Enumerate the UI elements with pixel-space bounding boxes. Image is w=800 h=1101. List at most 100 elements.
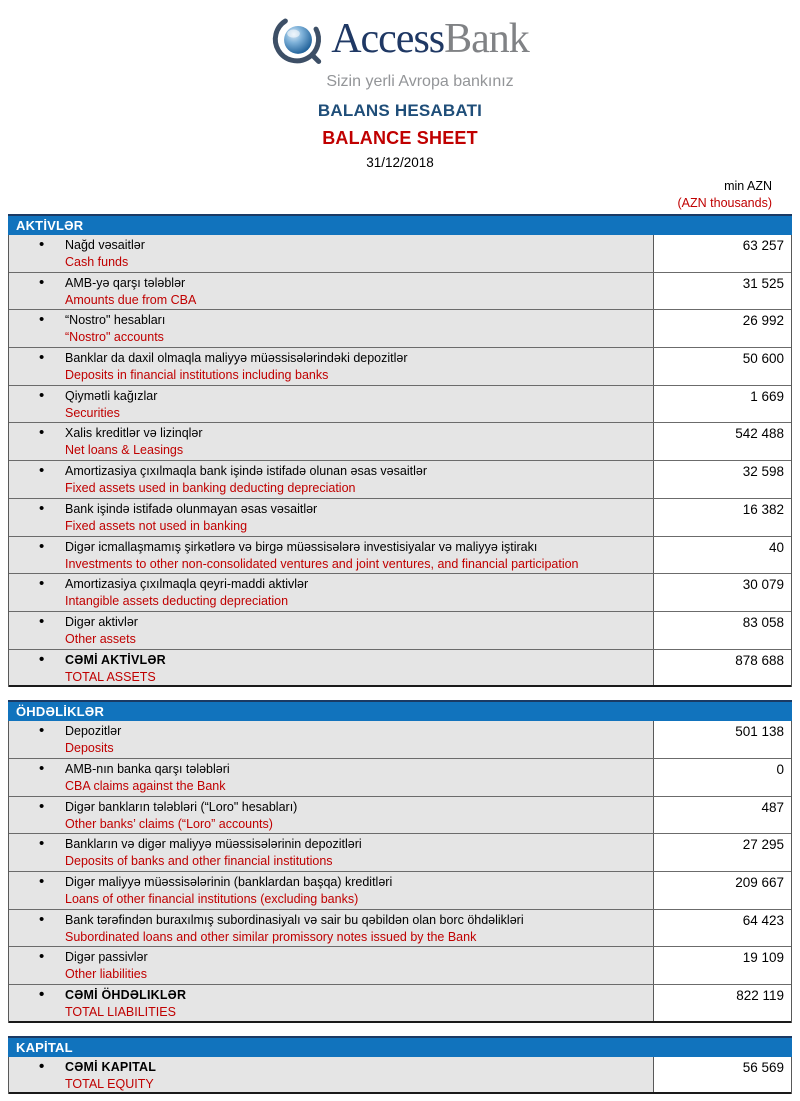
table-row: • Digər icmallaşmamış şirkətlərə və birgə…: [9, 536, 791, 575]
row-label-az: CƏMİ ÖHDƏLIKLƏR: [65, 988, 187, 1003]
row-value: 30 079: [654, 574, 791, 611]
row-label-en: Loans of other financial institutions (e…: [65, 892, 359, 906]
row-label-en: Other banks’ claims (“Loro” accounts): [65, 816, 273, 831]
row-label-en: “Nostro" accounts: [65, 330, 164, 345]
table-row: • Digər maliyyə müəssisələrinin (banklard…: [9, 872, 791, 910]
bullet-icon: •: [39, 650, 45, 668]
row-label-cell: • Banklar da daxil olmaqla maliyyə müəssi…: [9, 348, 654, 385]
row-label-en: TOTAL LIABILITIES: [65, 1005, 176, 1020]
assets-rows: • Nağd vəsaitlər Cash funds 63 257 • AMB-yə q…: [8, 235, 792, 688]
row-label-az: Digər aktivlər: [65, 614, 138, 629]
row-value: 56 569: [654, 1056, 791, 1093]
row-value: 209 667: [654, 872, 791, 909]
row-label-az: Bank tərəfindən buraxılmış subordinasiya…: [65, 912, 524, 927]
report-date: 31/12/2018: [366, 155, 434, 170]
table-row: • Banklar da daxil olmaqla maliyyə müəssi…: [9, 348, 791, 386]
bullet-icon: •: [39, 873, 45, 890]
row-label-az: Amortizasiya çıxılmaqla qeyri-maddi akti…: [65, 577, 309, 592]
table-row: • CƏMİ AKTİVLƏR TOTAL ASSETS 878 688: [9, 649, 791, 688]
table-row: • Bank tərəfindən buraxılmış subordinasiy…: [9, 909, 791, 948]
row-label-cell: • CƏMİ ÖHDƏLIKLƏR TOTAL LIABILITIES: [9, 985, 654, 1021]
row-label-en: Other assets: [65, 631, 136, 646]
row-label-en: Fixed assets used in banking deducting d…: [65, 481, 356, 496]
row-value: 26 992: [654, 310, 791, 348]
bullet-icon: •: [39, 236, 45, 253]
row-label-az: Qiymətli kağızlar: [65, 388, 158, 403]
bullet-icon: •: [39, 1057, 45, 1075]
section-assets: AKTİVLƏR • Nağd vəsaitlər Cash funds 63 257…: [8, 214, 792, 688]
row-value: 878 688: [654, 649, 791, 686]
section-header-assets: AKTİVLƏR: [8, 214, 792, 235]
row-label-en: Other liabilities: [65, 967, 147, 982]
row-label-az: AMB-yə qarşı tələblər: [65, 275, 186, 290]
table-row: • Depozitlər Deposits 501 138: [9, 721, 791, 759]
row-value: 40: [654, 536, 791, 574]
logo-bank: Bank: [444, 16, 530, 62]
row-label-cell: • Digər aktivlər Other assets: [9, 611, 654, 649]
bullet-icon: •: [39, 499, 45, 517]
section-liabilities: ÖHDƏLİKLƏR • Depozitlər Deposits 501 138 • AM…: [8, 700, 792, 1023]
row-label-en: Amounts due from CBA: [65, 292, 197, 307]
row-label-cell: • “Nostro" hesabları “Nostro" accounts: [9, 310, 654, 348]
title-azerbaijani: BALANS HESABATI: [317, 101, 483, 120]
bullet-icon: •: [39, 797, 45, 815]
row-label-cell: • AMB-nın banka qarşı tələbləri CBA claims…: [9, 758, 654, 796]
row-value: 487: [654, 796, 791, 834]
row-label-cell: • Digər maliyyə müəssisələrinin (banklard…: [9, 872, 654, 909]
row-label-en: Securities: [65, 405, 120, 420]
table-row: • CƏMİ ÖHDƏLIKLƏR TOTAL LIABILITIES 822 119: [9, 985, 791, 1023]
table-row: • AMB-yə qarşı tələblər Amounts due from C…: [9, 272, 791, 311]
row-label-cell: • AMB-yə qarşı tələblər Amounts due from C…: [9, 272, 654, 310]
row-label-en: TOTAL EQUITY: [65, 1076, 154, 1091]
row-label-az: Depozitlər: [65, 724, 122, 739]
row-value: 27 295: [654, 834, 791, 871]
bullet-icon: •: [39, 986, 45, 1004]
row-label-cell: • Xalis kreditlər və lizinqlər Net loans &…: [9, 423, 654, 461]
row-value: 501 138: [654, 721, 791, 758]
row-label-az: Digər passivlər: [65, 950, 148, 965]
row-value: 64 423: [654, 909, 791, 947]
bullet-icon: •: [39, 273, 45, 291]
bullet-icon: •: [39, 948, 45, 966]
bullet-icon: •: [39, 575, 45, 593]
logo-block: AccessBank Sizin yerli Avropa bankınız: [0, 0, 800, 91]
row-label-az: Digər icmallaşmamış şirkətlərə və birgə …: [65, 539, 538, 554]
table-row: • Qiymətli kağızlar Securities 1 669: [9, 385, 791, 424]
table-row: • CƏMİ KAPITAL TOTAL EQUITY 56 569: [9, 1056, 791, 1095]
row-label-en: Deposits: [65, 741, 114, 756]
row-value: 83 058: [654, 611, 791, 649]
bullet-icon: •: [39, 537, 45, 555]
row-label-cell: • Amortizasiya çıxılmaqla bank işində ist…: [9, 461, 654, 498]
row-value: 31 525: [654, 272, 791, 310]
row-label-cell: • CƏMİ KAPITAL TOTAL EQUITY: [9, 1056, 654, 1093]
row-label-az: Digər maliyyə müəssisələrinin (banklarda…: [65, 875, 393, 889]
bullet-icon: •: [39, 349, 45, 367]
bullet-icon: •: [39, 386, 45, 404]
bullet-icon: •: [39, 722, 45, 740]
row-label-cell: • Bank tərəfindən buraxılmış subordinasiy…: [9, 909, 654, 947]
unit-note-az: min AZN: [724, 179, 772, 193]
table-row: • “Nostro" hesabları “Nostro" accounts 26 9…: [9, 310, 791, 349]
row-label-az: Bankların və digər maliyyə müəssisələrin…: [65, 837, 362, 852]
table-row: • Digər aktivlər Other assets 83 058: [9, 611, 791, 650]
row-label-az: CƏMİ KAPITAL: [65, 1059, 157, 1074]
row-label-cell: • Digər icmallaşmamış şirkətlərə və birgə…: [9, 536, 654, 574]
accessbank-logo-text: AccessBank: [331, 16, 530, 62]
table-row: • Amortizasiya çıxılmaqla qeyri-maddi akt…: [9, 574, 791, 612]
table-row: • AMB-nın banka qarşı tələbləri CBA claims…: [9, 758, 791, 797]
row-label-en: Subordinated loans and other similar pro…: [65, 929, 477, 944]
row-value: 822 119: [654, 985, 791, 1021]
row-label-az: “Nostro" hesabları: [65, 313, 166, 328]
row-label-az: Bank işində istifadə olunmayan əsas vəsa…: [65, 501, 318, 516]
bullet-icon: •: [39, 424, 45, 442]
accessbank-globe-icon: [273, 18, 322, 64]
row-label-az: Xalis kreditlər və lizinqlər: [65, 426, 203, 441]
bullet-icon: •: [39, 910, 45, 928]
bullet-icon: •: [39, 835, 45, 853]
row-label-en: Deposits in financial institutions inclu…: [65, 368, 329, 383]
row-label-az: CƏMİ AKTİVLƏR: [65, 652, 166, 667]
row-value: 16 382: [654, 498, 791, 536]
bullet-icon: •: [39, 759, 45, 777]
bullet-icon: •: [39, 612, 45, 630]
row-label-cell: • Amortizasiya çıxılmaqla qeyri-maddi akt…: [9, 574, 654, 611]
